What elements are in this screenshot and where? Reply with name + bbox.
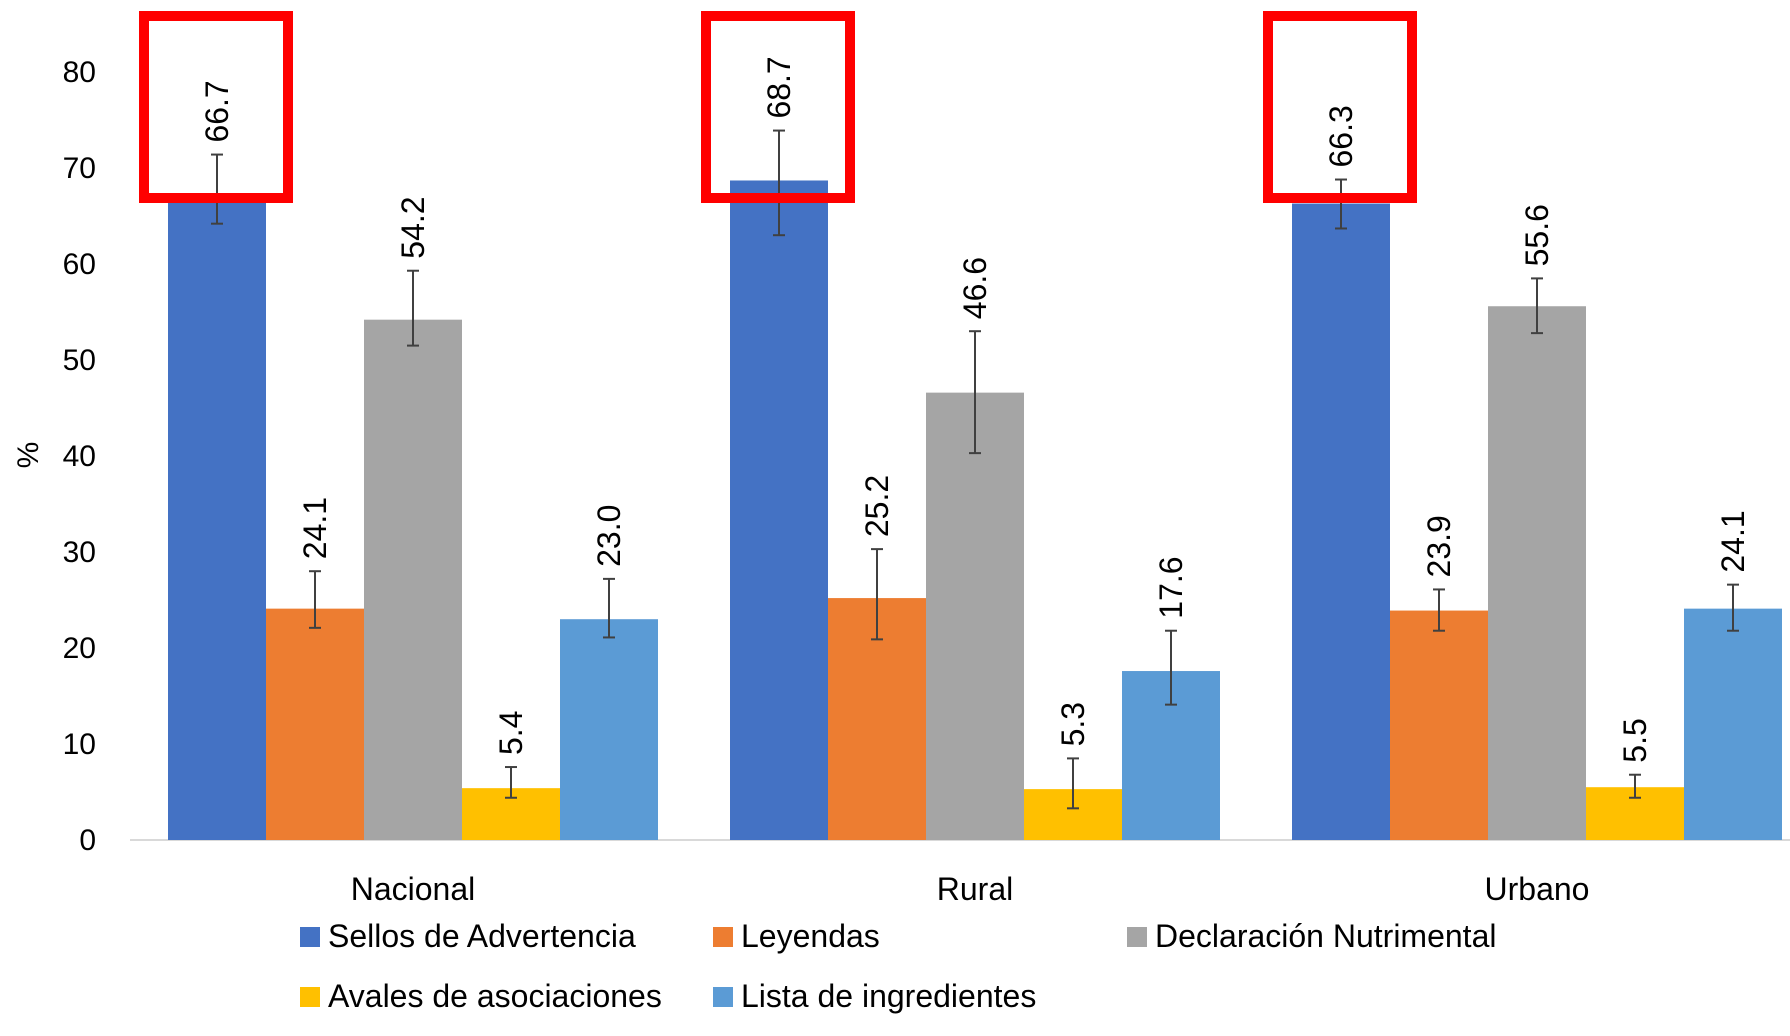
data-label: 66.7: [199, 80, 235, 142]
data-label: 23.9: [1421, 515, 1457, 577]
bar: [266, 608, 364, 840]
bar: [1684, 608, 1782, 840]
data-labels-group: 66.7 68.7 66.3 24.1 25.2 23.9 54.2 46.6 55.6 5.4 5…: [199, 56, 1751, 762]
y-tick-label: 80: [63, 56, 96, 89]
data-label: 5.5: [1617, 718, 1653, 762]
data-label: 55.6: [1519, 204, 1555, 266]
data-label: 23.0: [591, 505, 627, 567]
y-tick-label: 0: [79, 824, 96, 857]
bar: [168, 199, 266, 840]
bar: [560, 619, 658, 840]
data-label: 5.3: [1055, 702, 1091, 746]
bar: [926, 392, 1024, 840]
y-tick-label: 20: [63, 632, 96, 665]
highlight-boxes-group: [139, 11, 1417, 203]
x-category-label: Rural: [937, 871, 1013, 907]
bar: [1488, 306, 1586, 840]
highlight-box: [701, 11, 855, 203]
bars-group: [168, 180, 1782, 841]
y-tick-label: 60: [63, 248, 96, 281]
data-label: 66.3: [1323, 105, 1359, 167]
bar: [730, 180, 828, 841]
bar: [364, 319, 462, 840]
data-label: 25.2: [859, 475, 895, 537]
y-tick-label: 70: [63, 152, 96, 185]
y-axis-ticks: 0 10 20 30 40 50 60 70 80: [63, 56, 96, 857]
data-label: 24.1: [297, 497, 333, 559]
y-tick-label: 50: [63, 344, 96, 377]
error-bars-group: [211, 129, 1739, 810]
x-axis-categories: Nacional Rural Urbano: [351, 871, 1590, 907]
data-label: 17.6: [1153, 556, 1189, 618]
highlight-box: [139, 11, 293, 203]
data-label: 24.1: [1715, 510, 1751, 572]
y-tick-label: 10: [63, 728, 96, 761]
bar: [1390, 610, 1488, 840]
x-category-label: Nacional: [351, 871, 476, 907]
data-label: 5.4: [493, 711, 529, 755]
y-tick-label: 40: [63, 440, 96, 473]
data-label: 68.7: [761, 56, 797, 118]
y-axis-label: %: [12, 442, 45, 469]
highlight-box: [1263, 11, 1417, 203]
y-tick-label: 30: [63, 536, 96, 569]
data-label: 54.2: [395, 196, 431, 258]
x-category-label: Urbano: [1485, 871, 1590, 907]
data-label: 46.6: [957, 257, 993, 319]
bar: [1292, 203, 1390, 840]
